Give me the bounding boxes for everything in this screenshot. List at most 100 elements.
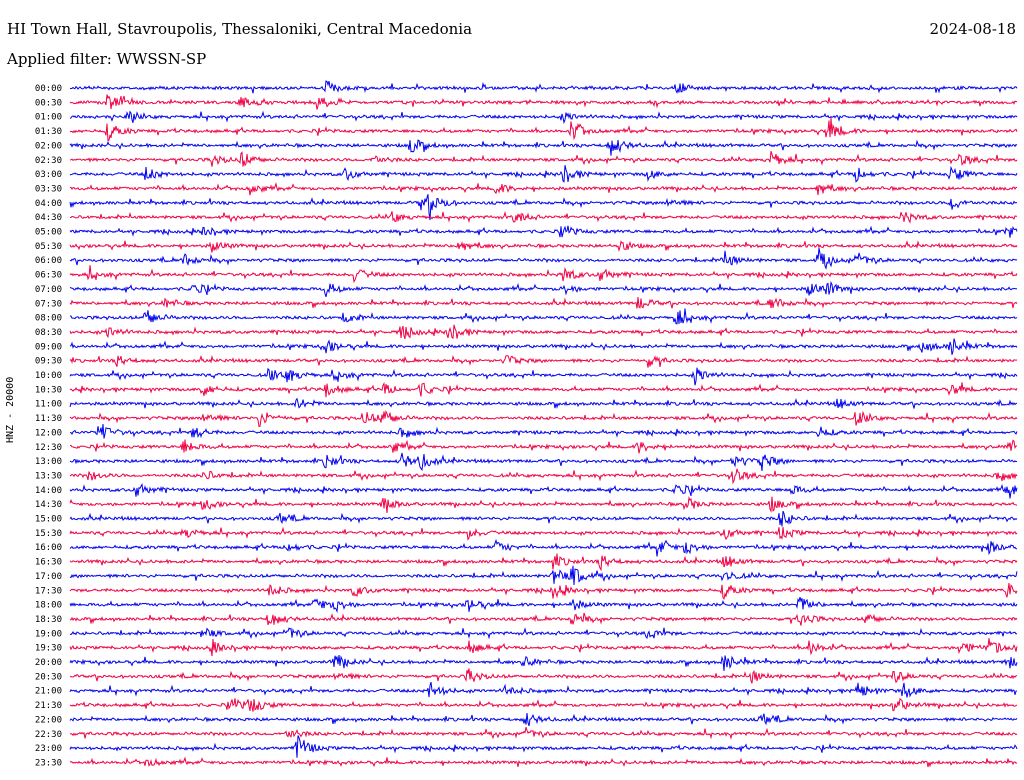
time-tick-label: 02:30 (35, 156, 62, 166)
trace-line (69, 538, 1018, 557)
trace-line (69, 194, 1018, 221)
time-tick-label: 17:00 (35, 572, 62, 582)
trace-line (69, 210, 1018, 224)
trace-line (69, 139, 1018, 156)
time-tick-label: 06:00 (35, 256, 62, 266)
time-tick-label: 15:30 (35, 529, 62, 539)
time-tick-label: 03:30 (35, 184, 62, 194)
trace-line (69, 338, 1018, 355)
time-tick-label: 08:00 (35, 314, 62, 324)
trace-line (69, 483, 1018, 499)
trace-line (69, 382, 1018, 398)
time-tick-label: 00:30 (35, 98, 62, 108)
trace-line (69, 397, 1018, 409)
time-tick-label: 08:30 (35, 328, 62, 338)
time-tick-label: 14:00 (35, 486, 62, 496)
time-tick-label: 02:00 (35, 141, 62, 151)
time-tick-label: 18:00 (35, 601, 62, 611)
time-tick-label: 07:30 (35, 299, 62, 309)
time-tick-label: 15:00 (35, 515, 62, 525)
time-tick-label: 10:30 (35, 385, 62, 395)
trace-line (69, 526, 1018, 541)
date-label: 2024-08-18 (929, 20, 1016, 38)
trace-line (69, 735, 1018, 758)
time-tick-label: 22:30 (35, 730, 62, 740)
trace-line (69, 612, 1018, 626)
trace-line (69, 596, 1018, 614)
trace-line (69, 697, 1018, 712)
time-tick-label: 09:30 (35, 357, 62, 367)
time-tick-label: 13:30 (35, 471, 62, 481)
trace-line (69, 182, 1018, 196)
trace-line (69, 324, 1018, 339)
time-tick-label: 06:30 (35, 271, 62, 281)
trace-line (69, 583, 1018, 600)
trace-line (69, 638, 1018, 657)
trace-line (69, 150, 1018, 167)
trace-line (69, 627, 1018, 640)
trace-line (69, 367, 1018, 386)
trace-line (69, 281, 1018, 298)
trace-line (69, 265, 1018, 284)
trace-line (69, 565, 1018, 586)
time-tick-label: 11:00 (35, 400, 62, 410)
trace-line (69, 712, 1018, 727)
time-tick-label: 04:00 (35, 199, 62, 209)
time-tick-label: 07:00 (35, 285, 62, 295)
time-tick-label: 01:30 (35, 127, 62, 137)
time-tick-label: 13:00 (35, 457, 62, 467)
trace-line (69, 452, 1018, 472)
trace-line (69, 296, 1018, 309)
trace-line (69, 117, 1018, 142)
time-tick-label: 04:30 (35, 213, 62, 223)
trace-line (69, 668, 1018, 684)
time-tick-label: 19:00 (35, 629, 62, 639)
time-tick-label: 16:00 (35, 543, 62, 553)
time-tick-label: 11:30 (35, 414, 62, 424)
trace-line (69, 496, 1018, 513)
trace-line (69, 110, 1018, 125)
seismic-traces (69, 80, 1018, 768)
trace-line (69, 225, 1018, 238)
trace-line (70, 439, 1018, 454)
trace-line (69, 410, 1018, 427)
time-tick-labels: 00:00 00:30 01:00 01:30 02:00 02:30 03:00 03:30… (35, 84, 62, 768)
trace-line (69, 240, 1018, 253)
trace-line (69, 248, 1018, 270)
time-tick-label: 22:00 (35, 715, 62, 725)
time-tick-label: 09:00 (35, 342, 62, 352)
trace-line (69, 655, 1018, 672)
trace-line (69, 468, 1018, 485)
trace-line (70, 308, 1018, 325)
trace-line (69, 756, 1018, 768)
time-tick-label: 03:00 (35, 170, 62, 180)
trace-line (69, 681, 1018, 698)
trace-line (69, 553, 1018, 572)
time-tick-label: 18:30 (35, 615, 62, 625)
trace-line (69, 510, 1018, 527)
station-title: HI Town Hall, Stavroupolis, Thessaloniki… (7, 20, 473, 38)
time-tick-label: 23:00 (35, 744, 62, 754)
time-tick-label: 01:00 (35, 113, 62, 123)
time-tick-label: 20:00 (35, 658, 62, 668)
trace-line (69, 165, 1018, 183)
trace-line (69, 354, 1018, 368)
time-tick-label: 05:00 (35, 228, 62, 238)
time-tick-label: 05:30 (35, 242, 62, 252)
time-tick-label: 19:30 (35, 644, 62, 654)
trace-line (70, 423, 1018, 439)
trace-line (69, 94, 1017, 110)
filter-label: Applied filter: WWSSN-SP (7, 50, 207, 68)
time-tick-label: 17:30 (35, 586, 62, 596)
time-tick-label: 21:00 (35, 687, 62, 697)
time-tick-label: 00:00 (35, 84, 62, 94)
time-tick-label: 20:30 (35, 672, 62, 682)
time-tick-label: 12:00 (35, 428, 62, 438)
time-tick-label: 23:30 (35, 758, 62, 768)
time-tick-label: 10:00 (35, 371, 62, 381)
trace-line (69, 726, 1018, 740)
trace-line (69, 80, 1018, 94)
time-tick-label: 16:30 (35, 558, 62, 568)
time-tick-label: 14:30 (35, 500, 62, 510)
time-tick-label: 12:30 (35, 443, 62, 453)
